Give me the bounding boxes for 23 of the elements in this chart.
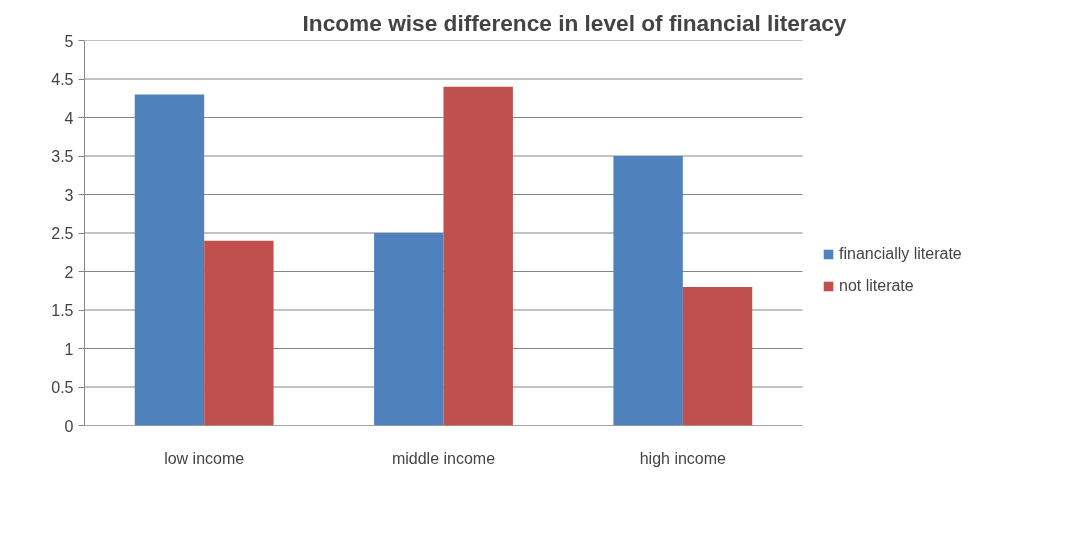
y-tick-label: 4.5 [51, 71, 74, 88]
y-tick-label: 0.5 [51, 379, 74, 396]
y-tick-label: 3 [64, 186, 74, 204]
bar [134, 94, 205, 426]
y-tick-label: 4 [64, 109, 74, 127]
bar [682, 286, 753, 426]
bar [613, 156, 683, 426]
y-tick-label: 2.5 [51, 225, 74, 242]
legend-label: not literate [839, 277, 914, 295]
y-tick-label: 1.5 [51, 302, 74, 319]
y-tick-label: 5 [64, 32, 74, 50]
y-tick-label: 0 [64, 417, 74, 435]
x-tick-label: middle income [391, 449, 496, 467]
chart-title: Income wise difference in level of financial literacy [302, 9, 847, 36]
y-tick-label: 3.5 [51, 148, 74, 165]
bar [374, 233, 444, 426]
y-tick-label: 1 [64, 340, 74, 358]
y-tick-label: 2 [64, 263, 74, 281]
bar [204, 240, 274, 426]
x-tick-label: high income [639, 449, 727, 467]
legend-label: financially literate [839, 245, 962, 263]
bar [443, 86, 513, 426]
x-tick-label: low income [164, 449, 245, 467]
